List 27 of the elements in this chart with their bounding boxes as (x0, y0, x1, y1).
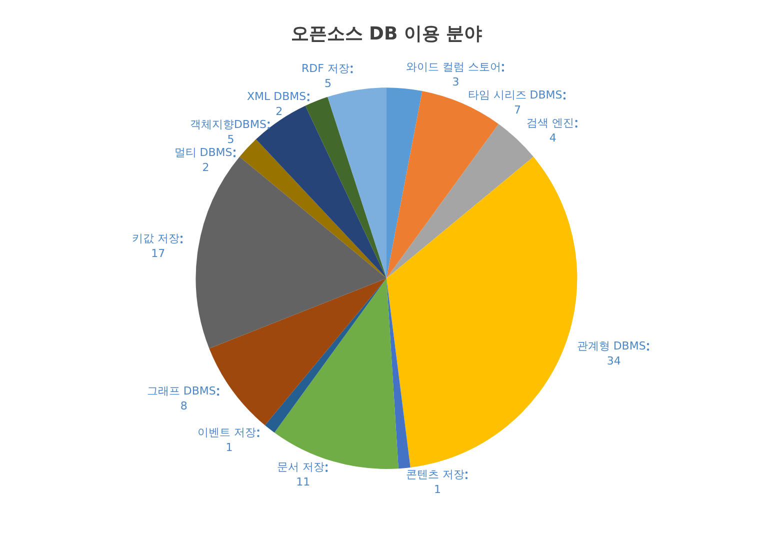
data-label: 5 (324, 76, 332, 90)
data-label: 2 (202, 160, 210, 174)
data-label: 2 (276, 104, 283, 118)
data-label: 3 (452, 75, 460, 88)
slice-label: 콘텐츠 저장 (406, 468, 464, 481)
slice-label: 키값 저장 (132, 232, 180, 246)
data-label: 7 (514, 103, 522, 116)
slice-label: 관계형 DBMS (576, 340, 646, 353)
slice-label: 그래프 DBMS (146, 384, 216, 398)
slice-label: RDF 저장 (302, 62, 350, 75)
slice-label: 와이드 컬럼 스토어 (406, 60, 501, 74)
data-label: 1 (434, 482, 442, 496)
slice-label: 멀티 DBMS (174, 146, 232, 159)
data-label: 1 (226, 440, 233, 454)
data-label: 5 (227, 132, 234, 146)
slice-label: XML DBMS (247, 90, 306, 103)
data-label: 11 (296, 476, 310, 489)
data-label: 8 (180, 399, 188, 412)
slice-label: 객체지향DBMS (190, 118, 266, 131)
data-label: 34 (606, 354, 621, 368)
data-label: 17 (151, 247, 166, 260)
slice-label: 문서 저장 (276, 460, 324, 474)
chart-title: 오픈소스 DB 이용 분야 (290, 23, 482, 44)
slice-label: 검색 엔진 (526, 116, 574, 130)
data-label: 4 (549, 131, 556, 144)
slice-label: 타임 시리즈 DBMS (468, 88, 562, 102)
slice-label: 이벤트 저장 (198, 426, 256, 439)
